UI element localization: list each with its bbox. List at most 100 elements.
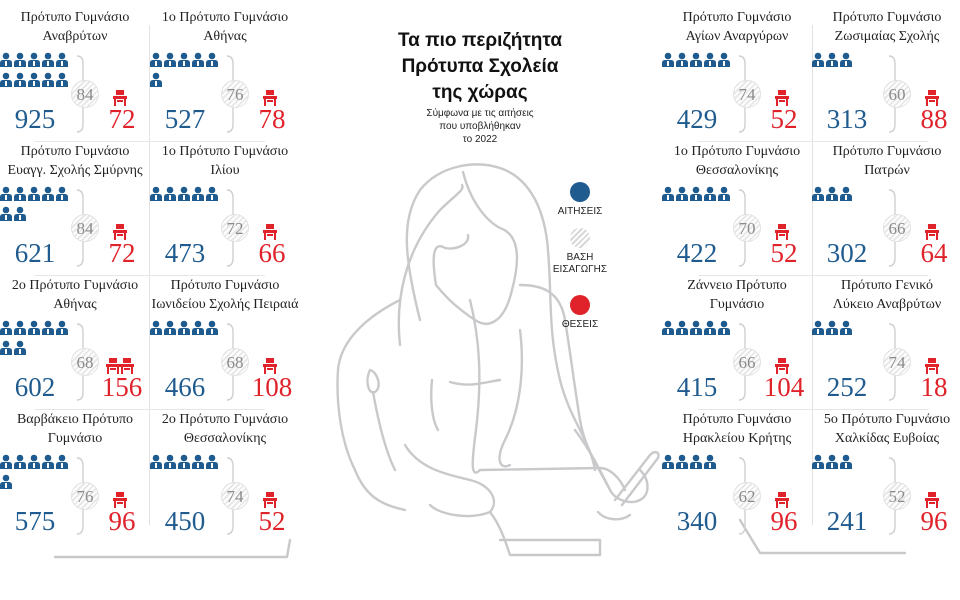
school-name-line: Πρότυπο Γυμνάσιο: [682, 412, 792, 427]
applicants-pictogram: [0, 52, 70, 92]
school-card: 1ο Πρότυπο Γυμνάσιο Ιλίου 72 473 66: [150, 142, 300, 272]
person-icon: [662, 186, 674, 202]
applicants-pictogram: [0, 186, 70, 226]
title-line: Πρότυπα Σχολεία: [401, 56, 559, 77]
school-name: Πρότυπο Γυμνάσιο Αναβρύτων: [0, 8, 150, 46]
entry-score-badge: 76: [71, 482, 99, 510]
entry-score-badge: 84: [71, 214, 99, 242]
applicants-pictogram: [812, 186, 882, 226]
person-icon: [56, 52, 68, 68]
school-name: 1ο Πρότυπο Γυμνάσιο Ιλίου: [150, 142, 300, 180]
seats-value: 78: [258, 104, 286, 134]
desk-icon: [775, 492, 789, 512]
legend-label: ΘΕΣΕΙΣ: [561, 319, 599, 330]
seats-pictogram: [907, 358, 957, 376]
school-name: Πρότυπο Γυμνάσιο Αγίων Αναργύρων: [662, 8, 812, 46]
desk-icon: [775, 90, 789, 110]
school-name-line: Αγίων Αναργύρων: [685, 29, 789, 44]
person-icon: [0, 320, 12, 336]
school-card: Πρότυπο Γυμνάσιο Ζωσιμαίας Σχολής 60 313 88: [812, 8, 960, 138]
school-card: Πρότυπο Γυμνάσιο Ηρακλείου Κρήτης 62 340 96: [662, 410, 812, 540]
desk-icon: [925, 492, 939, 512]
subtitle-line: που υποβλήθηκαν: [439, 121, 521, 132]
person-icon: [14, 206, 26, 222]
person-icon: [812, 320, 824, 336]
person-icon: [42, 320, 54, 336]
school-card: 2ο Πρότυπο Γυμνάσιο Αθήνας 68 602 156: [0, 276, 150, 406]
person-icon: [690, 320, 702, 336]
person-icon: [42, 454, 54, 470]
person-icon: [0, 186, 12, 202]
school-card: Πρότυπο Γυμνάσιο Αναβρύτων 84 925 72: [0, 8, 150, 138]
applicants-pictogram: [0, 454, 70, 494]
school-name: Πρότυπο Γυμνάσιο Ευαγγ. Σχολής Σμύρνης: [0, 142, 150, 180]
person-icon: [150, 52, 162, 68]
legend-label: ΑΙΤΗΣΕΙΣ: [557, 206, 603, 217]
desk-icon: [263, 90, 277, 110]
person-icon: [840, 320, 852, 336]
school-name-line: 1ο Πρότυπο Γυμνάσιο: [161, 144, 289, 159]
school-name-line: Πρότυπο Γυμνάσιο: [832, 10, 942, 25]
page-title: Τα πιο περιζήτητα Πρότυπα Σχολεία της χώ…: [380, 28, 580, 106]
desk-icon: [263, 492, 277, 512]
person-icon: [56, 454, 68, 470]
person-icon: [690, 186, 702, 202]
page-subtitle: Σύμφωνα με τις αιτήσεις που υποβλήθηκαν …: [380, 107, 580, 146]
person-icon: [812, 186, 824, 202]
school-name-line: Πρότυπο Γενικό: [840, 278, 934, 293]
person-icon: [56, 320, 68, 336]
person-icon: [690, 52, 702, 68]
desk-icon: [925, 358, 939, 378]
school-card: 2ο Πρότυπο Γυμνάσιο Θεσσαλονίκης 74 450 52: [150, 410, 300, 540]
desk-icon: [263, 358, 277, 378]
entry-score-badge: 84: [71, 80, 99, 108]
school-name: 1ο Πρότυπο Γυμνάσιο Αθήνας: [150, 8, 300, 46]
school-name: Πρότυπο Γυμνάσιο Ηρακλείου Κρήτης: [662, 410, 812, 448]
school-card: Πρότυπο Γυμνάσιο Ιωνιδείου Σχολής Πειραιά…: [150, 276, 300, 406]
school-card: Πρότυπο Γυμνάσιο Αγίων Αναργύρων 74 429 52: [662, 8, 812, 138]
school-name-line: Πρότυπο Γυμνάσιο: [832, 144, 942, 159]
person-icon: [192, 52, 204, 68]
applicants-pictogram: [662, 320, 732, 360]
school-name-line: Ιλίου: [210, 163, 240, 178]
seats-value: 52: [770, 238, 798, 268]
desk-icon: [925, 90, 939, 110]
legend-applications: ΑΙΤΗΣΕΙΣ: [540, 182, 620, 218]
person-icon: [826, 454, 838, 470]
applicants-pictogram: [150, 454, 220, 494]
person-icon: [178, 186, 190, 202]
applications-value: 466: [164, 372, 206, 402]
person-icon: [0, 52, 12, 68]
entry-score-badge: 66: [733, 348, 761, 376]
desk-icon: [925, 224, 939, 244]
school-card: 5ο Πρότυπο Γυμνάσιο Χαλκίδας Ευβοίας 52 241…: [812, 410, 960, 540]
person-icon: [164, 454, 176, 470]
seats-value: 18: [920, 372, 948, 402]
school-name-line: Λύκειο Αναβρύτων: [832, 297, 942, 312]
school-name-line: Ηρακλείου Κρήτης: [682, 431, 792, 446]
applicants-pictogram: [0, 320, 70, 360]
school-name: 2ο Πρότυπο Γυμνάσιο Θεσσαλονίκης: [150, 410, 300, 448]
desk-icon: [106, 358, 120, 378]
school-name: Πρότυπο Γυμνάσιο Ιωνιδείου Σχολής Πειραιά: [150, 276, 300, 314]
school-card: Ζάννειο Πρότυπο Γυμνάσιο 66 415 104: [662, 276, 812, 406]
school-name: Πρότυπο Γενικό Λύκειο Αναβρύτων: [812, 276, 960, 314]
entry-score-badge: 76: [221, 80, 249, 108]
person-icon: [206, 186, 218, 202]
seats-value: 72: [108, 238, 136, 268]
person-icon: [150, 186, 162, 202]
school-name: 2ο Πρότυπο Γυμνάσιο Αθήνας: [0, 276, 150, 314]
seats-pictogram: [95, 492, 145, 510]
entry-score-badge: 72: [221, 214, 249, 242]
person-icon: [56, 186, 68, 202]
seats-pictogram: [245, 90, 295, 108]
school-card: Πρότυπο Γυμνάσιο Πατρών 66 302 64: [812, 142, 960, 272]
school-name-line: Αθήνας: [53, 297, 97, 312]
seats-value: 64: [920, 238, 948, 268]
person-icon: [192, 186, 204, 202]
seats-value: 96: [108, 506, 136, 536]
seats-value: 156: [101, 372, 143, 402]
person-icon: [164, 186, 176, 202]
person-icon: [28, 454, 40, 470]
person-icon: [718, 52, 730, 68]
